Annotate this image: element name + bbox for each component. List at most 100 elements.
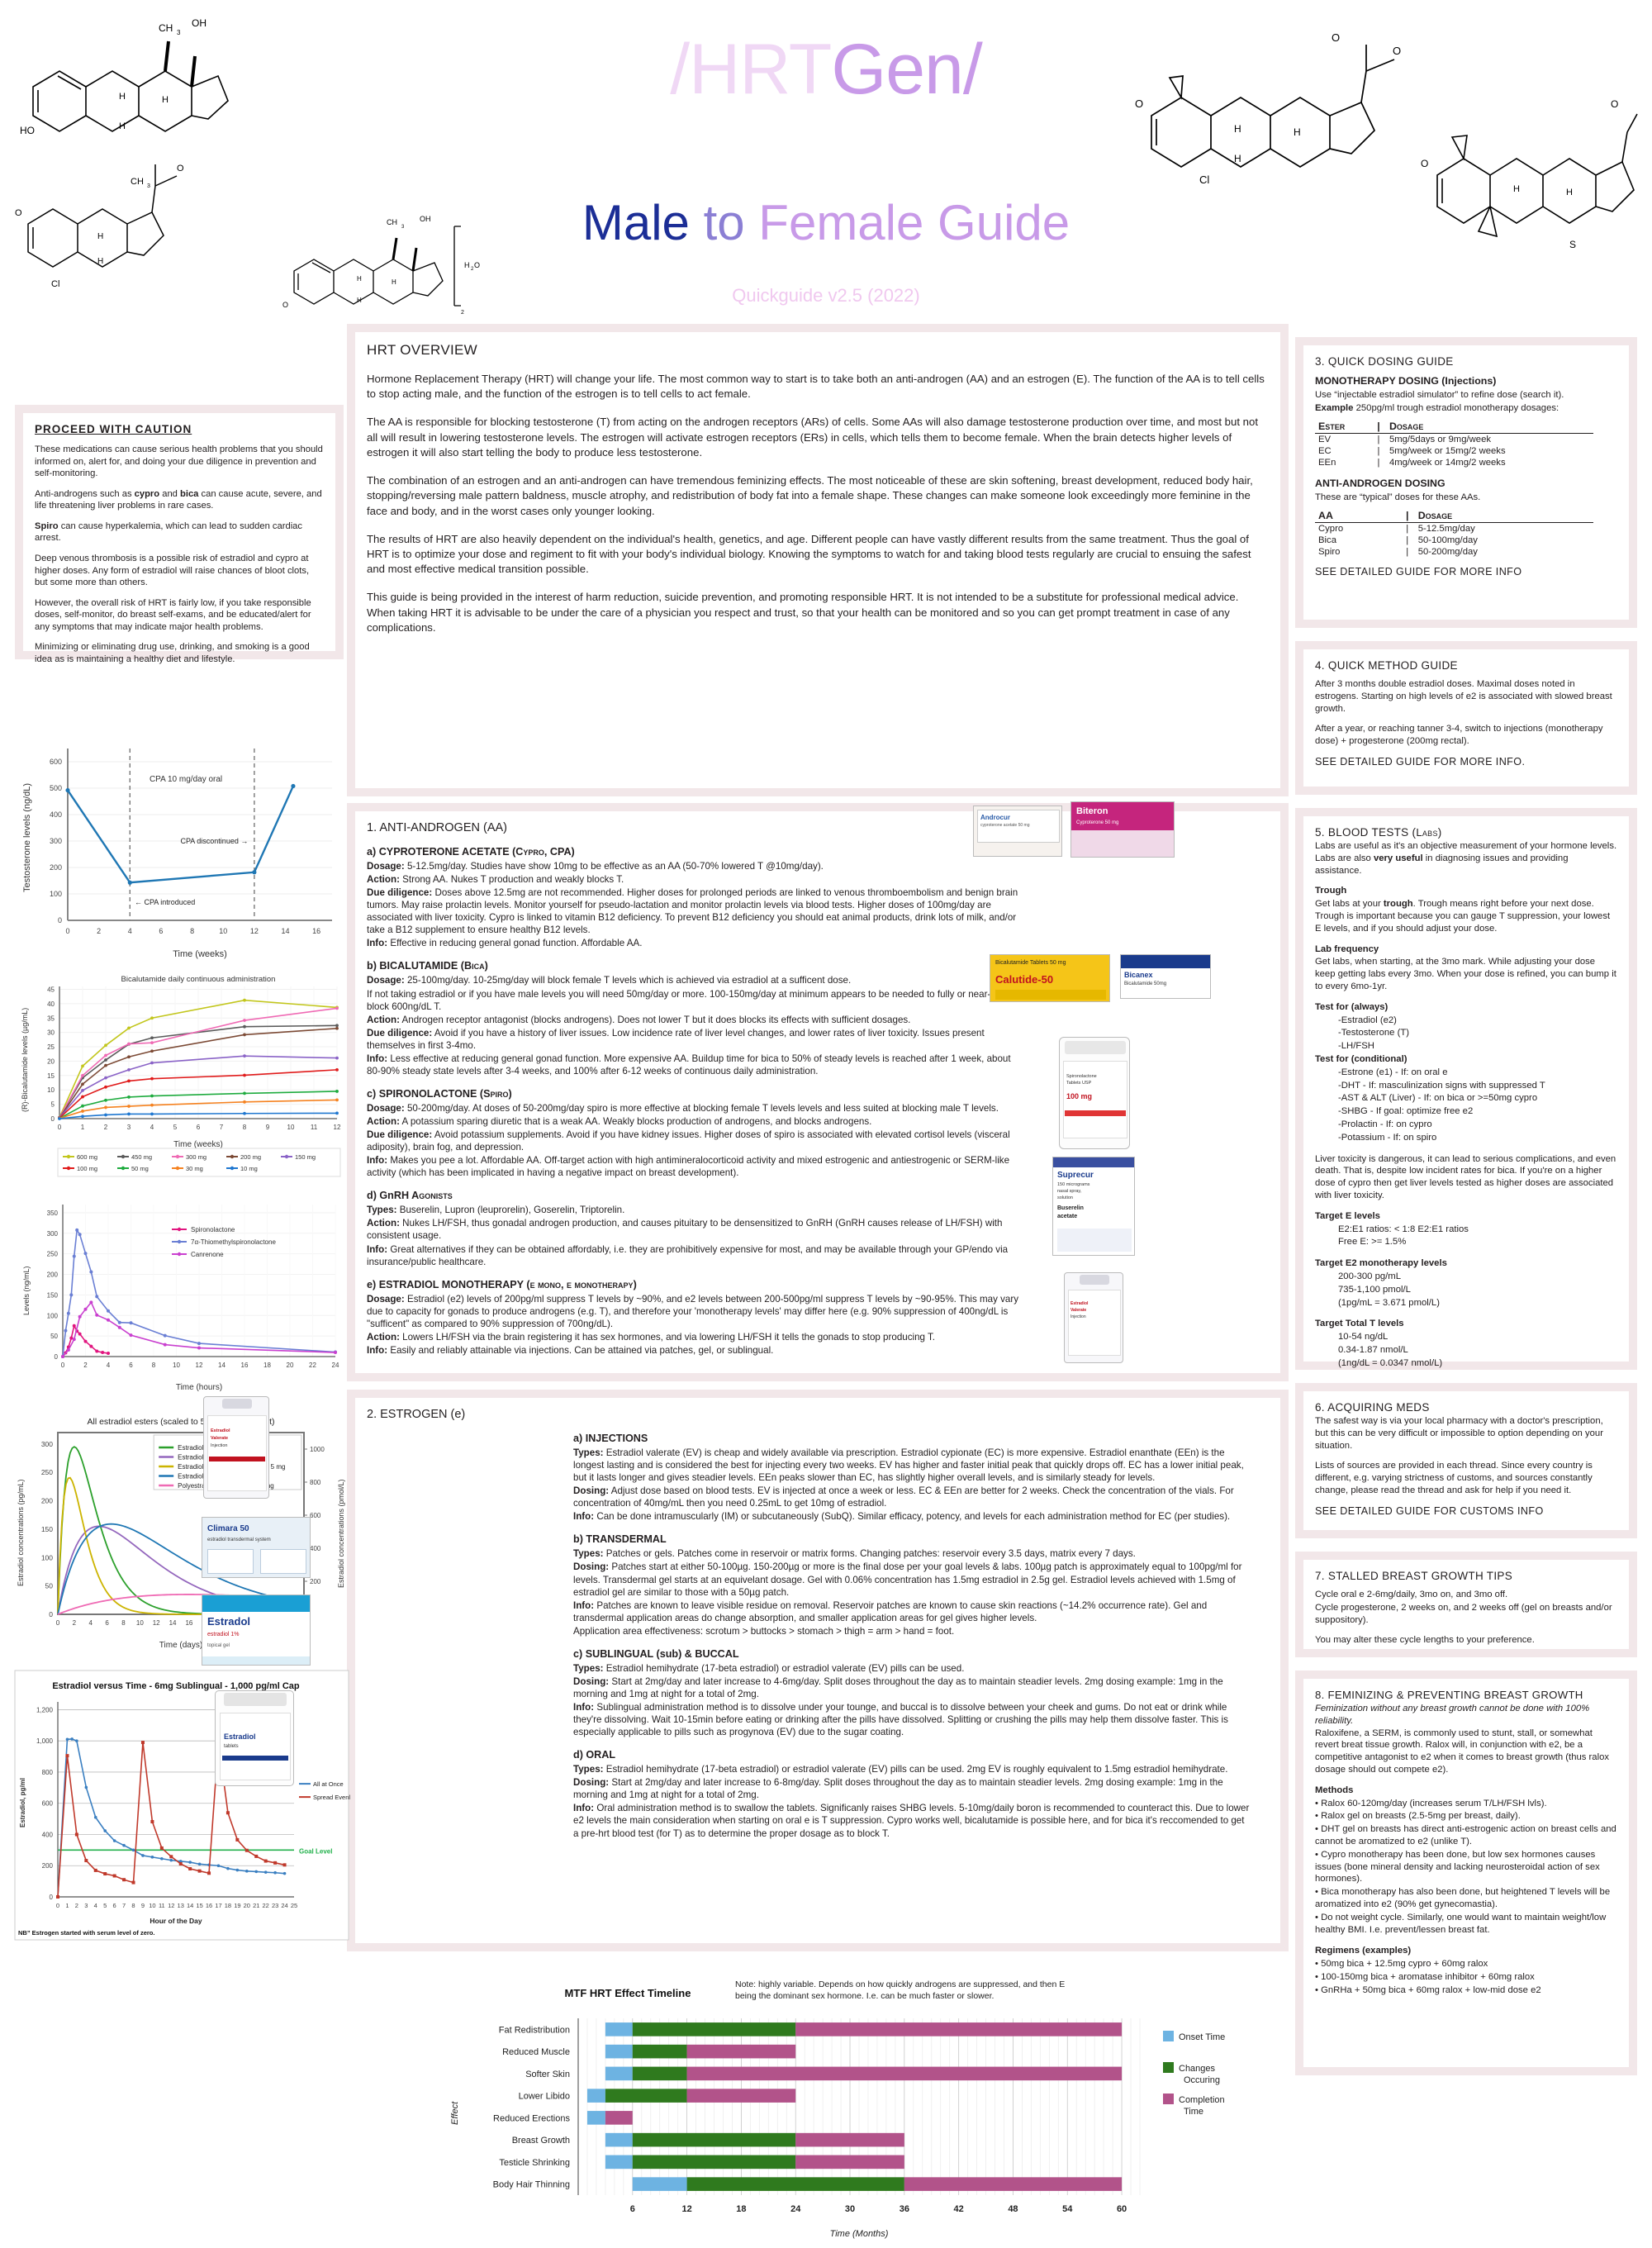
list-item: • Ralox 60-120mg/day (increases serum T/… (1315, 1798, 1547, 1808)
svg-text:35: 35 (47, 1015, 55, 1022)
list-item: -Estradiol (e2) (1338, 1015, 1397, 1025)
list-item: -Prolactin - If: on cypro (1338, 1119, 1432, 1129)
svg-text:H: H (162, 95, 169, 105)
svg-text:300: 300 (50, 837, 62, 845)
list-item: • Bica monotherapy has also been done, b… (1315, 1887, 1611, 1909)
svg-text:7: 7 (122, 1902, 126, 1909)
svg-text:10: 10 (47, 1086, 55, 1094)
svg-text:H: H (97, 232, 103, 241)
svg-text:3: 3 (147, 183, 150, 189)
caution-heading: PROCEED WITH CAUTION (35, 423, 192, 435)
list-item: • Cypro monotherapy has been done, but l… (1315, 1849, 1600, 1884)
content-block-title: d) ORAL (573, 1749, 616, 1761)
svg-text:2: 2 (471, 267, 474, 272)
quick-method-see-more: SEE DETAILED GUIDE FOR MORE INFO. (1315, 755, 1526, 768)
content-line: Info: Sublingual administration method i… (573, 1702, 1228, 1738)
product-biteron: Biteron Cyproterone 50 mg (1070, 801, 1175, 858)
svg-text:42: 42 (954, 2204, 964, 2214)
svg-text:17: 17 (215, 1902, 221, 1909)
quick-dosing-see-more: SEE DETAILED GUIDE FOR MORE INFO (1315, 565, 1522, 577)
svg-text:12: 12 (153, 1619, 160, 1627)
target-t-heading: Target Total T levels (1315, 1319, 1404, 1329)
svg-text:Reduced Muscle: Reduced Muscle (502, 2047, 570, 2057)
acquiring-see-more: SEE DETAILED GUIDE FOR CUSTOMS INFO (1315, 1504, 1544, 1517)
svg-text:2: 2 (75, 1902, 78, 1909)
svg-text:8: 8 (190, 927, 194, 935)
content-line: Action: Strong AA. Nukes T production an… (367, 874, 624, 886)
svg-text:H: H (357, 275, 362, 283)
svg-text:0: 0 (56, 1619, 60, 1627)
page-subtitle-female-guide: Female Guide (758, 195, 1070, 250)
svg-text:Fat Redistribution: Fat Redistribution (499, 2025, 570, 2035)
content-block-title: c) SUBLINGUAL (sub) & BUCCAL (573, 1647, 739, 1660)
svg-text:5: 5 (51, 1101, 55, 1109)
content-line: Due diligence: Avoid if you have a histo… (367, 1027, 985, 1051)
estradiol-molecule-top-left: HO CH 3 OH H H H (17, 8, 248, 165)
hrt-overview-p2: The AA is responsible for blocking testo… (367, 416, 1258, 459)
svg-text:12: 12 (334, 1124, 341, 1131)
svg-text:1,000: 1,000 (36, 1737, 54, 1745)
caution-p5: However, the overall risk of HRT is fair… (35, 597, 311, 632)
content-line: Dosing: Start at 2mg/day and later incre… (573, 1777, 1223, 1801)
content-line: Dosage: 25-100mg/day. 10-25mg/day will b… (367, 975, 852, 986)
svg-text:Spread Evenly: Spread Evenly (313, 1794, 350, 1801)
svg-text:10: 10 (149, 1902, 155, 1909)
list-item: • Do not weight cycle. Similarly, one wo… (1315, 1912, 1607, 1935)
svg-text:H: H (392, 278, 396, 286)
target-e2-heading: Target E2 monotherapy levels (1315, 1258, 1447, 1269)
acquiring-p1: The safest way is via your local pharmac… (1315, 1416, 1603, 1451)
svg-text:20: 20 (244, 1902, 250, 1909)
svg-text:OH: OH (192, 17, 206, 29)
anti-androgen-card: 1. ANTI-ANDROGEN (AA) a) CYPROTERONE ACE… (347, 803, 1289, 1381)
list-item: -SHBG - If goal: optimize free e2 (1338, 1106, 1474, 1117)
list-item: -AST & ALT (Liver) - If: on bica or >=50… (1338, 1093, 1538, 1104)
svg-text:6: 6 (197, 1124, 201, 1131)
product-bicanex: Bicanex Bicalutamide 50mg (1120, 954, 1211, 999)
quick-method-guide-card: 4. QUICK METHOD GUIDE After 3 months dou… (1295, 641, 1637, 795)
svg-text:18: 18 (263, 1362, 271, 1369)
svg-text:300: 300 (41, 1440, 53, 1448)
product-androcur: Androcur cyproterone acetate 50 mg (973, 806, 1062, 857)
svg-text:16: 16 (312, 927, 320, 935)
quick-method-p1: After 3 months double estradiol doses. M… (1315, 679, 1612, 714)
svg-text:12: 12 (168, 1902, 174, 1909)
svg-text:O: O (1611, 98, 1618, 110)
quick-method-p2: After a year, or reaching tanner 3-4, sw… (1315, 724, 1603, 747)
product-climara-patch: Climara 50 estradiol transdermal system (202, 1517, 311, 1578)
ester-dosage-col-header: Dosage (1385, 419, 1593, 434)
hrt-overview-card: HRT OVERVIEW Hormone Replacement Therapy… (347, 324, 1289, 796)
svg-text:500: 500 (50, 784, 62, 792)
content-line: Types: Estradiol hemihydrate (17-beta es… (573, 1764, 1228, 1775)
cpa-testosterone-chart: 0 100 200 300 400 500 600 0 2 4 6 8 10 12 14 16 CPA 10 m… (17, 727, 347, 967)
svg-text:18: 18 (736, 2204, 746, 2214)
list-item: 200-300 pg/mL (1338, 1271, 1401, 1281)
svg-text:Time (days): Time (days) (159, 1641, 202, 1650)
content-block: d) ORAL Types: Estradiol hemihydrate (17-… (573, 1749, 1269, 1839)
sublingual-estradiol-chart: 0 200 400 600 800 1,000 1,200 0 1 2 3 4 5 6 7 8 9 10 11 12 1… (13, 1669, 350, 1941)
svg-text:Estradiol versus Time - 6mg Su: Estradiol versus Time - 6mg Sublingual -… (52, 1681, 300, 1691)
content-line: Info: Makes you pee a lot. Affordable AA… (367, 1155, 1010, 1179)
page-header: HO CH 3 OH H H H O CH 3 O H (0, 0, 1652, 330)
svg-text:H: H (464, 261, 470, 269)
anti-androgen-section-title: 1. ANTI-ANDROGEN (AA) (367, 821, 507, 834)
content-block: c) SUBLINGUAL (sub) & BUCCAL Types: Estra… (573, 1648, 1269, 1738)
svg-text:Estradiol concentrations (pmol: Estradiol concentrations (pmol/L) (337, 1479, 345, 1588)
svg-text:15: 15 (47, 1072, 55, 1080)
svg-text:8: 8 (131, 1902, 135, 1909)
test-conditional-heading: Test for (conditional) (1315, 1053, 1408, 1064)
content-line: Dosing: Adjust dose based on blood tests… (573, 1485, 1234, 1509)
svg-text:8: 8 (121, 1619, 126, 1627)
table-row: EC | 5mg/week or 15mg/2 weeks (1318, 445, 1506, 456)
lab-frequency-heading: Lab frequency (1315, 943, 1379, 954)
product-estradiol-vial-2: Estradiol Valerate Injection (203, 1396, 269, 1499)
svg-text:← CPA introduced: ← CPA introduced (135, 898, 195, 906)
svg-text:12: 12 (196, 1362, 203, 1369)
svg-text:NB” Estrogen started with seru: NB” Estrogen started with serum level of… (18, 1929, 154, 1937)
content-line: Info: Easily and reliably attainable via… (367, 1344, 774, 1356)
svg-text:250: 250 (47, 1251, 59, 1258)
list-item: • Ralox gel on breasts (2.5-5mg per brea… (1315, 1811, 1521, 1822)
svg-text:4: 4 (94, 1902, 97, 1909)
blood-tests-card: 5. BLOOD TESTS (Labs) Labs are useful as… (1295, 808, 1637, 1394)
svg-text:30: 30 (845, 2204, 855, 2214)
svg-text:Note: highly variable. Depends: Note: highly variable. Depends on how qu… (735, 1979, 1065, 1989)
